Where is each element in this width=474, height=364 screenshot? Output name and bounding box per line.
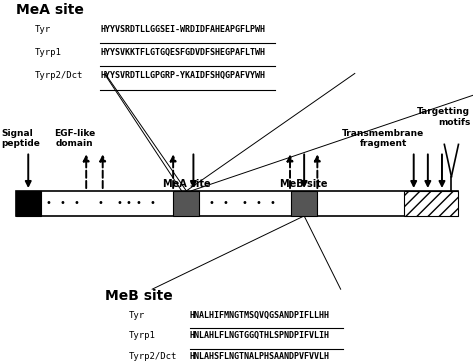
Text: Tyr: Tyr <box>35 25 51 33</box>
Text: Tyrp2/Dct: Tyrp2/Dct <box>128 352 177 361</box>
Text: •: • <box>74 198 80 209</box>
Text: •: • <box>116 198 122 209</box>
Text: Tyr: Tyr <box>128 310 145 320</box>
Bar <box>404 191 458 216</box>
Text: MeA site: MeA site <box>16 3 83 17</box>
Bar <box>173 191 199 216</box>
Bar <box>291 191 317 216</box>
Text: Tyrp2/Dct: Tyrp2/Dct <box>35 71 83 80</box>
Text: HYYSVKKTFLGTGQESFGDVDFSHEGPAFLTWH: HYYSVKKTFLGTGQESFGDVDFSHEGPAFLTWH <box>100 48 265 57</box>
Text: •: • <box>222 198 228 209</box>
Text: HYYVSRDTLLGGSEI-WRDIDFAHEAPGFLPWH: HYYVSRDTLLGGSEI-WRDIDFAHEAPGFLPWH <box>100 25 265 33</box>
Text: HNLAHLFLNGTGGQTHLSPNDPIFVLIH: HNLAHLFLNGTGGQTHLSPNDPIFVLIH <box>190 331 330 340</box>
Text: Tyrp1: Tyrp1 <box>35 48 61 57</box>
Text: •: • <box>135 198 141 209</box>
Text: HNALHIFMNGTMSQVQGSANDPIFLLHH: HNALHIFMNGTMSQVQGSANDPIFLLHH <box>190 310 330 320</box>
Text: •: • <box>126 198 132 209</box>
Text: •: • <box>149 198 155 209</box>
Text: EGF-like
domain: EGF-like domain <box>54 128 95 148</box>
Text: •: • <box>255 198 261 209</box>
Text: Signal
peptide: Signal peptide <box>1 128 40 148</box>
Bar <box>16 191 458 216</box>
Text: •: • <box>46 198 52 209</box>
Text: •: • <box>208 198 214 209</box>
Text: •: • <box>269 198 275 209</box>
Text: •: • <box>60 198 65 209</box>
Text: •: • <box>98 198 103 209</box>
Text: Transmembrane
fragment: Transmembrane fragment <box>342 128 424 148</box>
Text: HYYSVRDTLLGPGRP-YKAIDFSHQGPAFVYWH: HYYSVRDTLLGPGRP-YKAIDFSHQGPAFVYWH <box>100 71 265 80</box>
Bar <box>16 191 41 216</box>
Text: MeA site: MeA site <box>163 179 210 189</box>
Text: •: • <box>241 198 247 209</box>
Text: Targetting
motifs: Targetting motifs <box>417 107 470 127</box>
Text: HNLAHSFLNGTNALPHSAANDPVFVVLH: HNLAHSFLNGTNALPHSAANDPVFVVLH <box>190 352 330 361</box>
Text: Tyrp1: Tyrp1 <box>128 331 155 340</box>
Text: MeB site: MeB site <box>281 179 328 189</box>
Text: MeB site: MeB site <box>105 289 173 303</box>
